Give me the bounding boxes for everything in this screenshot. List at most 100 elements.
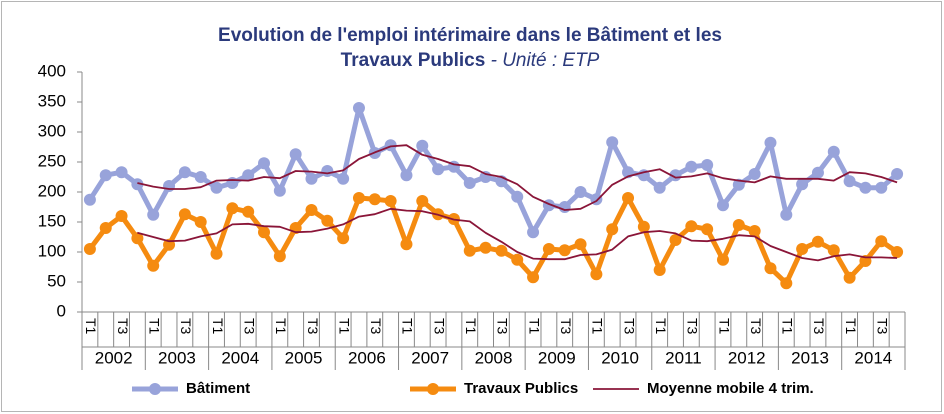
marker [242, 169, 255, 182]
marker [574, 186, 587, 198]
x-tick-label: T1 [653, 318, 669, 335]
chart-subtitle: - Unité : ETP [485, 50, 599, 71]
y-tick-label: 150 [38, 211, 66, 230]
marker [400, 238, 413, 251]
x-tick-label: T3 [621, 318, 637, 335]
marker [574, 238, 587, 251]
y-tick-label: 50 [47, 271, 66, 290]
chart-title-line: Travaux Publics - Unité : ETP [341, 50, 600, 71]
x-group-label: 2002 [95, 348, 133, 367]
legend-marker [149, 383, 161, 395]
marker [716, 253, 729, 266]
marker [811, 235, 824, 248]
x-tick-label: T1 [210, 318, 226, 335]
line [87, 105, 899, 235]
marker [321, 165, 334, 177]
marker [479, 241, 492, 254]
marker [527, 271, 540, 284]
marker [891, 168, 904, 180]
x-tick-label: T1 [336, 318, 352, 335]
marker [210, 181, 223, 194]
x-tick-label: T3 [241, 318, 257, 335]
marker [796, 243, 809, 255]
marker [606, 136, 619, 149]
line [87, 195, 899, 286]
marker [178, 208, 191, 221]
x-tick-label: T3 [115, 318, 131, 335]
marker [527, 226, 540, 239]
y-tick-label: 200 [38, 181, 66, 200]
marker [463, 177, 476, 189]
x-tick-label: T1 [463, 318, 479, 335]
marker [368, 193, 381, 206]
marker [653, 181, 666, 194]
marker [178, 166, 191, 179]
x-tick-label: T3 [368, 318, 384, 335]
marker [748, 225, 761, 237]
x-tick-label: T1 [780, 318, 796, 335]
marker [891, 246, 904, 258]
x-tick-label: T1 [843, 318, 859, 335]
marker [352, 102, 365, 114]
marker [780, 208, 793, 221]
x-group-label: 2014 [854, 348, 892, 367]
y-tick-label: 100 [38, 241, 66, 260]
marker [289, 148, 302, 161]
x-group-label: 2004 [221, 348, 259, 367]
marker [115, 210, 128, 222]
marker [701, 223, 714, 236]
x-tick-label: T1 [526, 318, 542, 335]
x-tick-label: T1 [83, 318, 99, 335]
marker [258, 157, 271, 170]
marker [558, 244, 571, 257]
marker [590, 268, 603, 281]
marker [511, 190, 524, 203]
legend-marker [427, 383, 439, 395]
x-tick-label: T3 [748, 318, 764, 335]
x-group-label: 2010 [601, 348, 639, 367]
line [137, 144, 898, 211]
marker [83, 243, 96, 255]
x-tick-label: T3 [558, 318, 574, 335]
x-tick-label: T3 [305, 318, 321, 335]
x-tick-label: T1 [147, 318, 163, 335]
marker [859, 181, 872, 194]
x-tick-label: T3 [178, 318, 194, 335]
y-tick-label: 300 [38, 121, 66, 140]
marker [463, 244, 476, 257]
marker [163, 180, 176, 192]
marker [210, 247, 223, 260]
marker [400, 169, 413, 182]
marker [273, 184, 286, 197]
marker [305, 204, 318, 216]
x-group-label: 2006 [348, 348, 386, 367]
marker [780, 277, 793, 290]
marker [653, 264, 666, 276]
chart-title: Travaux Publics [341, 50, 486, 71]
marker [337, 232, 350, 245]
marker [352, 192, 365, 204]
line [137, 207, 898, 262]
marker [131, 232, 144, 245]
marker [875, 235, 888, 248]
marker [827, 145, 840, 158]
marker [194, 171, 207, 183]
y-tick-label: 250 [38, 151, 66, 170]
marker [875, 181, 888, 194]
x-tick-label: T3 [685, 318, 701, 335]
marker [432, 163, 445, 176]
marker [305, 172, 318, 185]
marker [226, 177, 239, 189]
x-group-label: 2007 [411, 348, 449, 367]
legend-label: Moyenne mobile 4 trim. [647, 380, 814, 397]
marker [273, 250, 286, 263]
marker [796, 178, 809, 191]
marker [558, 201, 571, 213]
marker [542, 243, 555, 255]
marker [732, 219, 745, 231]
marker [748, 168, 761, 180]
x-tick-label: T3 [431, 318, 447, 335]
marker [716, 199, 729, 212]
marker [242, 205, 255, 218]
